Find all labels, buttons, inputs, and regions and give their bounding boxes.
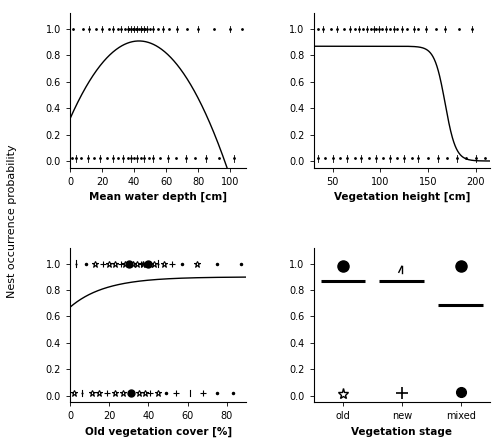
- X-axis label: Mean water depth [cm]: Mean water depth [cm]: [89, 192, 227, 202]
- X-axis label: Vegetation stage: Vegetation stage: [352, 427, 452, 437]
- X-axis label: Vegetation height [cm]: Vegetation height [cm]: [334, 192, 470, 202]
- Text: Nest occurrence probability: Nest occurrence probability: [8, 144, 18, 298]
- X-axis label: Old vegetation cover [%]: Old vegetation cover [%]: [84, 427, 232, 437]
